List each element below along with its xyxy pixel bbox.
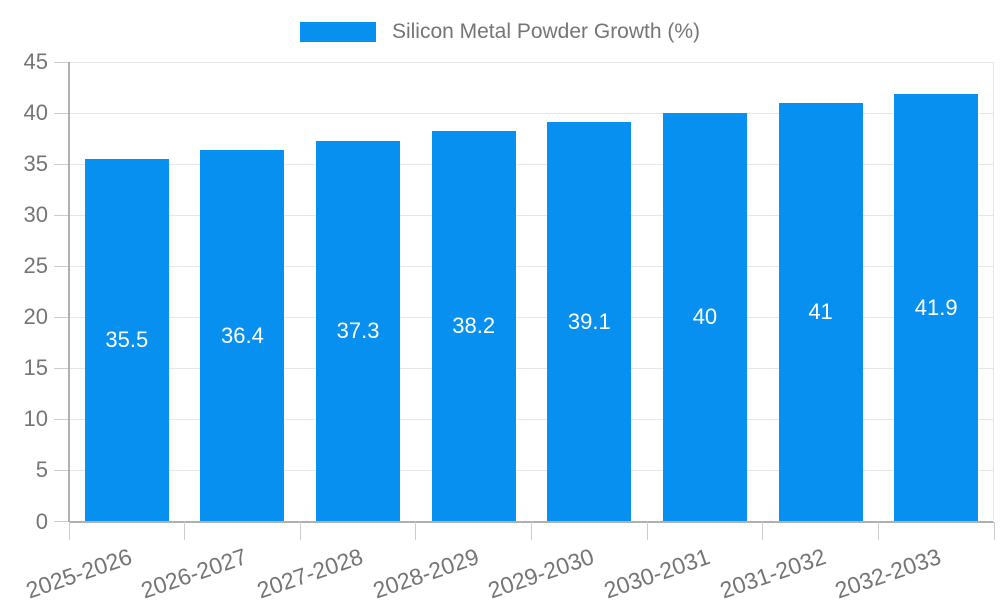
legend-label: Silicon Metal Powder Growth (%) [391, 20, 701, 43]
bar-value-label: 38.2 [452, 313, 496, 339]
gridline [69, 214, 994, 216]
x-axis-tick [877, 521, 879, 540]
y-axis-label: 30 [23, 202, 48, 228]
bar[interactable]: 41 [778, 102, 863, 522]
y-axis-tick [54, 61, 69, 63]
y-axis-label: 35 [23, 151, 48, 177]
bar-value-label: 36.4 [221, 322, 264, 348]
x-axis-tick [68, 521, 70, 540]
y-axis-tick [54, 214, 69, 216]
y-axis-label: 10 [23, 406, 48, 432]
x-axis-label: 2030-2031 [600, 543, 714, 600]
y-axis-label: 5 [35, 457, 48, 483]
y-axis-label: 40 [23, 100, 48, 126]
bar[interactable]: 35.5 [84, 159, 169, 522]
x-axis-label: 2028-2029 [369, 543, 482, 600]
x-axis-label: 2027-2028 [253, 543, 367, 600]
gridline [69, 61, 994, 63]
y-axis-tick [54, 469, 69, 471]
gridline [69, 112, 994, 114]
bar[interactable]: 36.4 [200, 149, 285, 522]
y-axis-tick [54, 418, 69, 420]
x-axis-tick [415, 521, 417, 540]
y-axis-line [68, 62, 70, 522]
bar-value-label: 41.9 [914, 294, 958, 320]
x-axis-tick [762, 521, 764, 540]
y-axis-label: 20 [23, 304, 48, 330]
bar-value-label: 39.1 [567, 308, 611, 334]
x-axis-tick [299, 521, 301, 540]
bar-value-label: 41 [808, 299, 833, 325]
y-axis-label: 0 [35, 508, 48, 534]
gridline [69, 367, 994, 369]
bar[interactable]: 41.9 [894, 93, 979, 522]
y-axis-tick [54, 112, 69, 114]
x-axis-tick [184, 521, 186, 540]
gridline [69, 163, 994, 165]
bar[interactable]: 37.3 [316, 140, 401, 522]
gridline [69, 265, 994, 267]
bar[interactable]: 38.2 [431, 131, 516, 522]
y-axis-tick [54, 265, 69, 267]
bar[interactable]: 40 [662, 113, 747, 522]
bar[interactable]: 39.1 [547, 122, 632, 522]
bar-value-label: 40 [692, 304, 718, 330]
y-axis-tick [54, 521, 69, 522]
y-axis-tick [54, 367, 69, 369]
bar-value-label: 37.3 [336, 318, 380, 344]
y-axis-label: 25 [23, 253, 48, 279]
y-axis-tick [54, 316, 69, 318]
y-axis-label: 15 [23, 355, 48, 381]
x-axis-tick [993, 521, 995, 540]
x-axis-label: 2029-2030 [484, 543, 598, 600]
x-axis-label: 2026-2027 [138, 543, 251, 600]
bar-value-label: 35.5 [105, 327, 149, 353]
x-axis-label: 2032-2033 [831, 543, 945, 600]
plot-area: 35.5 36.4 37.3 38.2 39.1 40 41 41.9 [69, 61, 994, 522]
gridline [69, 469, 994, 471]
x-axis-tick [531, 521, 532, 540]
y-axis-label: 45 [23, 49, 48, 74]
x-axis-label: 2025-2026 [22, 543, 135, 600]
gridline [69, 316, 994, 318]
x-axis-label: 2031-2032 [716, 543, 829, 600]
legend-item[interactable]: Silicon Metal Powder Growth (%) [0, 21, 1000, 43]
gridline [69, 418, 994, 420]
x-axis-tick [646, 521, 648, 540]
legend-swatch [299, 22, 376, 42]
plot-right-border [993, 62, 994, 522]
y-axis-tick [54, 163, 69, 165]
